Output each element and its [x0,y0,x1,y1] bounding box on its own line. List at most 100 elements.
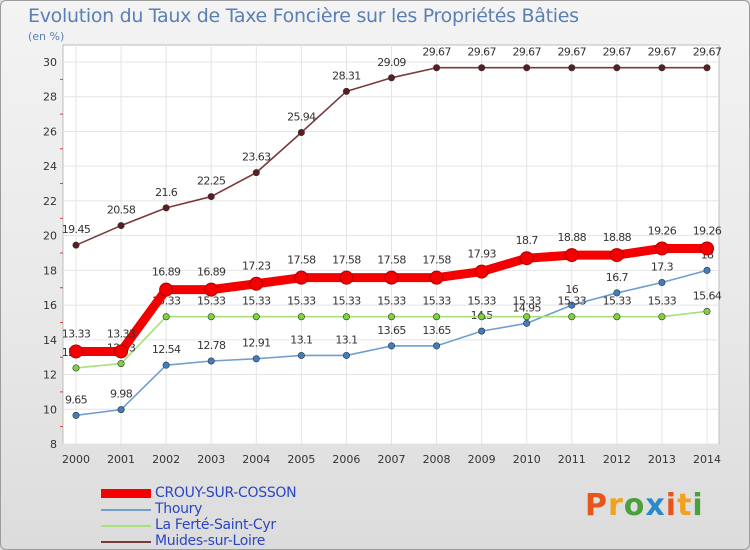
data-point [117,222,125,230]
data-label: 17.58 [377,254,406,267]
logo-letter: x [645,488,666,523]
data-point [523,313,531,321]
x-tick-label: 2008 [423,453,451,466]
data-point [384,270,399,285]
data-label: 16.7 [606,271,629,284]
x-tick-label: 2012 [603,453,631,466]
y-tick-label: 14 [43,334,57,347]
data-label: 17.93 [467,248,496,261]
y-tick-label: 12 [43,369,57,382]
data-point [433,342,441,350]
legend-swatch [101,525,151,527]
data-point [658,64,666,72]
data-label: 9.98 [110,388,133,401]
data-point [339,270,354,285]
legend-swatch [101,489,151,498]
data-point [654,241,669,256]
data-label: 25.94 [287,110,316,123]
data-point [342,313,350,321]
data-point [703,307,711,315]
data-label: 29.09 [377,56,406,69]
data-point [72,241,80,249]
x-tick-label: 2007 [378,453,406,466]
proxiti-logo: Proxiti [585,488,704,523]
y-tick-label: 8 [50,438,57,451]
logo-letter: P [585,488,608,523]
data-label: 15.33 [512,295,541,308]
y-tick-label: 30 [43,56,57,69]
data-point [72,364,80,372]
data-point [519,251,534,266]
x-tick-label: 2010 [513,453,541,466]
data-label: 14.95 [512,301,541,314]
data-point [703,64,711,72]
data-label: 18.7 [516,234,539,247]
y-tick-label: 10 [43,403,57,416]
data-label: 17.23 [242,260,271,273]
data-point [117,360,125,368]
data-point [207,357,215,365]
data-label: 28.31 [332,69,361,82]
data-point [249,276,264,291]
data-label: 29.67 [693,46,722,59]
data-label: 15.33 [603,295,632,308]
chart-title: Evolution du Taux de Taxe Foncière sur l… [28,5,579,27]
x-tick-label: 2000 [62,453,90,466]
legend-swatch [101,541,151,543]
data-point [433,313,441,321]
x-tick-label: 2009 [468,453,496,466]
data-label: 19.26 [648,224,677,237]
data-point [207,313,215,321]
data-label: 15.33 [467,295,496,308]
data-point [162,204,170,212]
y-tick-label: 28 [43,91,57,104]
x-tick-label: 2002 [152,453,180,466]
data-point [252,313,260,321]
data-point [294,270,309,285]
y-tick-label: 26 [43,125,57,138]
y-axis-unit: (en %) [28,30,65,43]
logo-letter: i [665,488,678,523]
data-label: 29.67 [512,46,541,59]
data-label: 15.33 [197,295,226,308]
data-label: 17.58 [422,254,451,267]
data-label: 15.64 [693,289,722,302]
data-point [658,279,666,287]
data-point [342,351,350,359]
data-point [474,264,489,279]
data-label: 29.67 [422,46,451,59]
data-point [564,248,579,263]
data-point [478,313,486,321]
data-label: 13.65 [377,324,406,337]
y-tick-label: 22 [43,195,57,208]
data-point [478,64,486,72]
data-point [252,355,260,363]
x-tick-label: 2011 [558,453,586,466]
data-label: 13.33 [107,327,136,340]
data-point [613,289,621,297]
logo-letter: r [608,488,624,523]
data-label: 29.67 [603,46,632,59]
data-point [523,319,531,327]
data-point [429,270,444,285]
x-tick-label: 2003 [197,453,225,466]
data-label: 19.45 [62,223,91,236]
data-label: 29.67 [648,46,677,59]
data-point [69,344,83,359]
data-point [478,327,486,335]
data-point [72,411,80,419]
data-label: 23.63 [242,151,271,164]
y-tick-label: 20 [43,230,57,243]
data-label: 15.33 [287,295,316,308]
data-point [162,361,170,369]
data-label: 13.1 [335,333,357,346]
data-point [117,406,125,414]
data-label: 9.65 [65,393,88,406]
data-point [342,87,350,95]
data-label: 12.54 [152,343,181,356]
data-label: 13.65 [422,324,451,337]
data-label: 15.33 [332,295,361,308]
x-tick-label: 2001 [107,453,135,466]
legend-swatch [101,509,151,511]
